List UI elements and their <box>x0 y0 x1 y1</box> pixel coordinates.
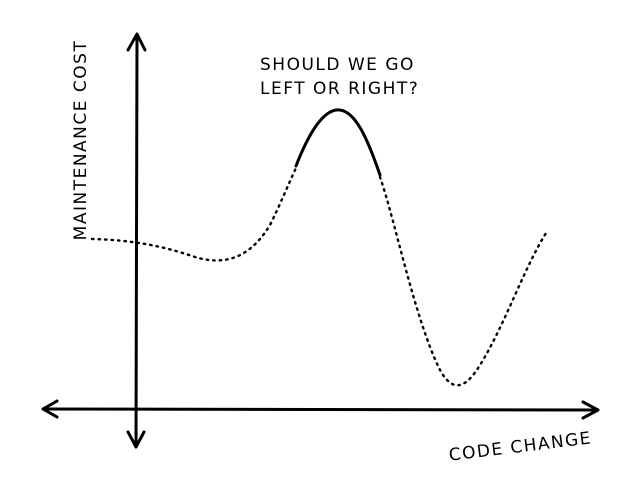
curve-right-dotted <box>378 175 550 387</box>
y-axis-arrow-up <box>126 32 147 52</box>
curve-left-dotted <box>90 166 298 262</box>
y-axis <box>126 32 147 449</box>
y-axis-label: MAINTENANCE COST <box>71 40 91 241</box>
x-axis-label: CODE CHANGE <box>448 428 593 465</box>
curve-peak-solid <box>294 108 382 177</box>
y-axis-arrow-down <box>126 430 146 449</box>
annotation-line-2: LEFT OR RIGHT? <box>260 79 419 99</box>
x-axis-arrow-right <box>581 400 600 420</box>
annotation-line-1: SHOULD WE GO <box>260 55 415 75</box>
x-axis-arrow-left <box>41 399 59 419</box>
x-axis <box>41 399 600 420</box>
